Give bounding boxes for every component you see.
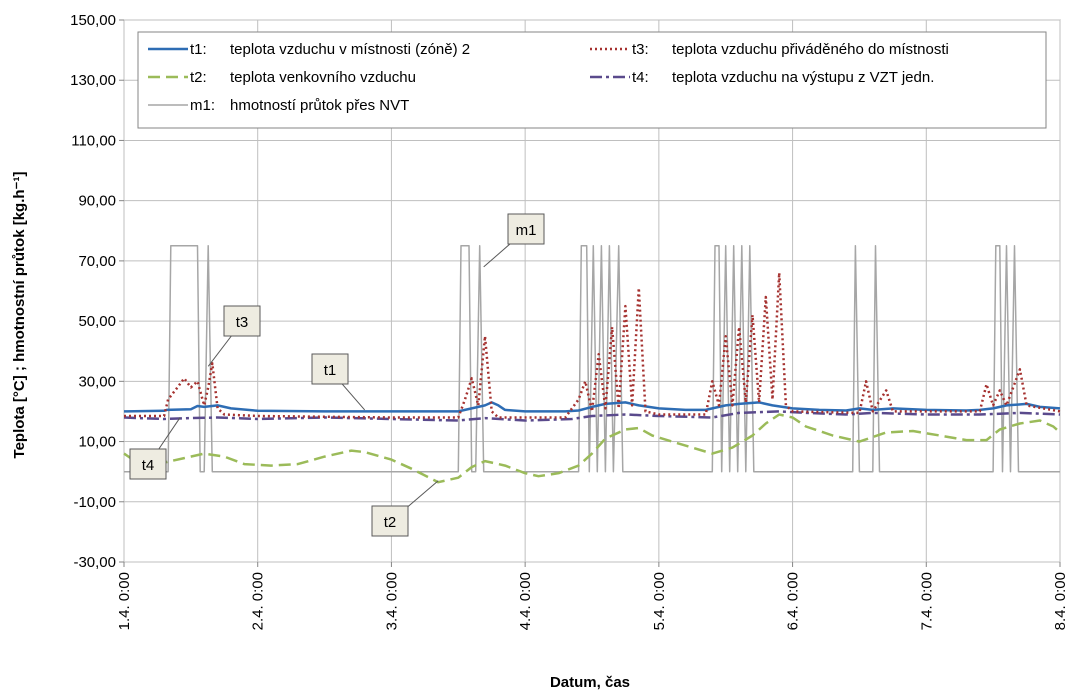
series-lines — [123, 245, 1061, 484]
callout-label-t4: t4 — [142, 457, 155, 474]
x-axis-ticks: 1.4. 0:00 2.4. 0:00 3.4. 0:00 4.4. 0:00 5.4.… — [116, 562, 1069, 630]
callout-box-t2 — [371, 505, 409, 537]
x-tick-label: 8.4. 0:00 — [1052, 572, 1069, 630]
y-tick-label: 30,00 — [78, 373, 116, 390]
series-m1-line — [124, 245, 1060, 473]
y-tick-label: 130,00 — [70, 72, 116, 89]
y-tick-label: 70,00 — [78, 253, 116, 270]
legend-label-m1: hmotností průtok přes NVT — [230, 97, 409, 114]
x-tick-label: 4.4. 0:00 — [517, 572, 534, 630]
callout-label-t3: t3 — [236, 314, 249, 331]
callout-box-t4 — [129, 448, 167, 480]
legend-label-t1: teplota vzduchu v místnosti (zóně) 2 — [230, 41, 470, 58]
callout-box-t3 — [223, 305, 261, 337]
y-tick-label: 110,00 — [71, 132, 116, 149]
callout-box-t1 — [311, 353, 349, 385]
series-t1-line — [123, 401, 1061, 413]
y-tick-label: -10,00 — [73, 494, 116, 511]
legend-key-t3: t3: — [632, 41, 649, 58]
legend-label-t4: teplota vzduchu na výstupu z VZT jedn. — [672, 69, 934, 86]
legend-key-t4: t4: — [632, 69, 649, 86]
y-tick-label: 150,00 — [70, 12, 116, 29]
series-t2-line — [123, 413, 1061, 484]
x-axis-title: Datum, čas — [550, 674, 630, 691]
legend-key-t2: t2: — [190, 69, 207, 86]
callout-box-m1 — [507, 213, 545, 245]
legend-label-t3: teplota vzduchu přiváděného do místnosti — [672, 41, 949, 58]
series-t3-line — [124, 271, 1061, 419]
y-tick-label: -30,00 — [73, 554, 116, 571]
callout-label-t1: t1 — [324, 362, 337, 379]
x-tick-label: 3.4. 0:00 — [383, 572, 400, 630]
x-tick-label: 2.4. 0:00 — [250, 572, 267, 630]
x-tick-label: 1.4. 0:00 — [116, 572, 133, 630]
y-tick-label: 90,00 — [78, 193, 116, 210]
callout-label-m1: m1 — [516, 222, 537, 239]
x-tick-label: 7.4. 0:00 — [918, 572, 935, 630]
legend-key-t1: t1: — [190, 41, 207, 58]
series-t4-line — [123, 410, 1061, 422]
y-axis-title: Teplota [°C] ; hmotnostní průtok [kg.h⁻¹… — [11, 172, 28, 459]
legend-label-t2: teplota venkovního vzduchu — [230, 69, 416, 86]
callout-label-t2: t2 — [384, 514, 397, 531]
legend: t1: teplota vzduchu v místnosti (zóně) 2 t… — [137, 31, 1047, 129]
legend-key-m1: m1: — [190, 97, 215, 114]
y-tick-label: 10,00 — [78, 434, 116, 451]
callouts: t1 t2 t3 t4 m1 — [129, 213, 545, 537]
y-axis-ticks: -30,00 -10,00 10,00 30,00 50,00 70,00 90,00 110… — [70, 12, 124, 571]
x-tick-label: 6.4. 0:00 — [785, 572, 802, 630]
y-tick-label: 50,00 — [78, 313, 116, 330]
x-tick-label: 5.4. 0:00 — [651, 572, 668, 630]
